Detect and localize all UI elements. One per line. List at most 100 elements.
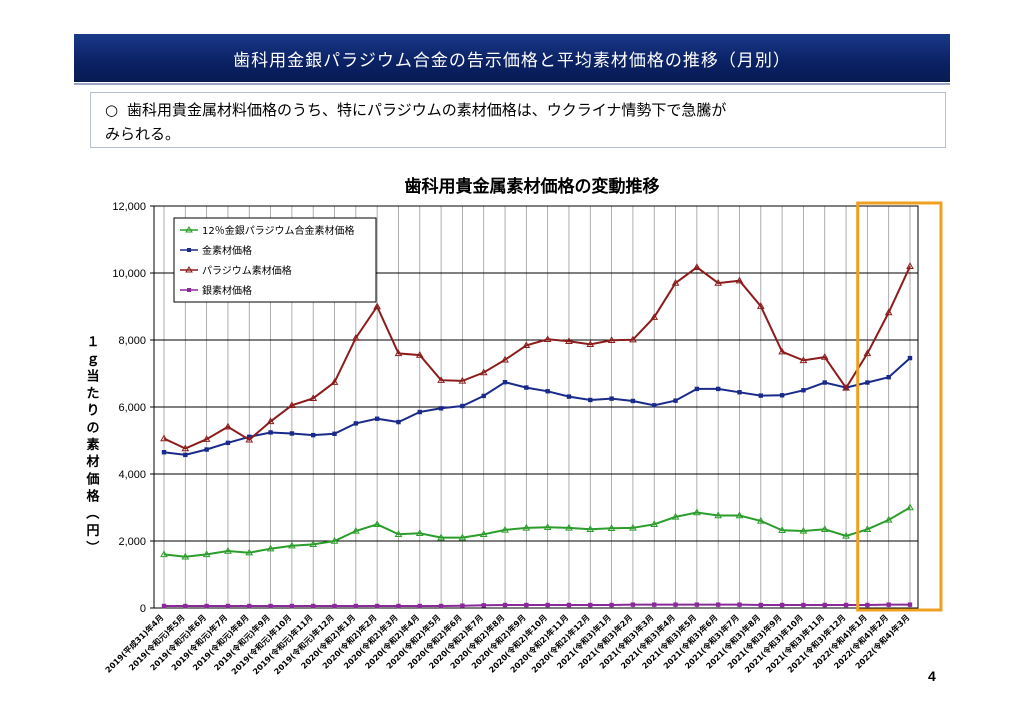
y-axis-label-char: 素 <box>86 437 99 453</box>
y-axis-label-char: ） <box>84 540 100 553</box>
data-point <box>588 397 593 403</box>
data-point <box>779 393 785 398</box>
series-1 <box>161 355 913 458</box>
data-point <box>353 603 359 609</box>
data-point <box>415 529 424 536</box>
page-header: 歯科用金銀パラジウム合金の告示価格と平均素材価格の推移（月別） <box>74 34 950 85</box>
data-point <box>415 351 424 358</box>
data-point <box>309 394 318 401</box>
header-title: 歯科用金銀パラジウム合金の告示価格と平均素材価格の推移（月別） <box>233 50 791 71</box>
y-tick-label: 4,000 <box>118 469 146 481</box>
y-axis-label-char: り <box>86 404 99 419</box>
data-point <box>479 530 488 537</box>
note-line-2: みられる。 <box>105 125 181 143</box>
data-point <box>799 526 808 534</box>
data-point <box>735 276 744 284</box>
data-point <box>183 452 188 458</box>
data-point <box>438 406 444 411</box>
data-point <box>607 336 616 344</box>
data-point <box>332 603 337 609</box>
data-point <box>865 602 870 608</box>
y-tick-label: 10,000 <box>112 268 146 280</box>
data-point <box>566 602 572 608</box>
data-point <box>437 533 445 541</box>
data-point <box>630 602 636 607</box>
data-point <box>268 430 273 435</box>
data-point <box>288 541 296 549</box>
data-point <box>778 526 786 533</box>
data-point <box>437 376 445 383</box>
data-point <box>692 508 701 516</box>
data-point <box>843 602 849 608</box>
data-point <box>330 536 339 544</box>
data-point <box>609 396 614 401</box>
data-point <box>842 383 850 391</box>
data-point <box>481 603 486 608</box>
data-point <box>822 602 827 608</box>
data-point <box>183 603 188 609</box>
data-point <box>907 355 913 361</box>
data-point <box>160 434 168 442</box>
series-line <box>163 506 911 558</box>
legend-label: 銀素材価格 <box>202 284 252 297</box>
data-point <box>671 279 680 286</box>
data-point <box>417 603 422 609</box>
y-axis-label-char: 価 <box>85 471 99 487</box>
data-point <box>266 417 275 425</box>
data-point <box>396 603 401 609</box>
data-point <box>758 393 763 398</box>
series-0 <box>160 503 914 560</box>
data-point <box>289 603 295 609</box>
data-point <box>353 421 359 426</box>
data-point <box>374 603 380 609</box>
data-point <box>735 511 744 519</box>
data-point <box>479 368 488 376</box>
series-2 <box>160 262 914 452</box>
y-axis-label-char: 格 <box>86 489 100 505</box>
data-point <box>756 516 765 524</box>
data-point <box>245 548 254 556</box>
data-point <box>373 302 382 310</box>
data-point <box>820 353 829 360</box>
data-point <box>565 523 573 531</box>
y-axis-label-char: た <box>86 387 99 402</box>
data-point <box>288 401 296 409</box>
data-point <box>202 435 211 442</box>
data-point <box>394 349 403 357</box>
data-point <box>501 355 509 363</box>
data-point <box>822 380 827 385</box>
data-point <box>863 349 872 357</box>
data-point <box>202 550 211 558</box>
data-point <box>863 525 872 532</box>
data-point <box>629 335 637 343</box>
data-point <box>289 431 295 436</box>
data-point <box>779 602 785 608</box>
data-point <box>630 398 636 404</box>
data-point <box>692 263 701 271</box>
data-point <box>438 603 444 609</box>
note-line-1: 歯科用貴金属材料価格のうち、特にパラジウムの素材価格は、ウクライナ情勢下で急騰が <box>127 101 727 119</box>
data-point <box>501 525 509 533</box>
y-axis-label-char: （ <box>84 506 100 519</box>
data-point <box>629 523 637 531</box>
data-point <box>609 602 614 608</box>
data-point <box>865 380 870 385</box>
data-point <box>715 602 721 607</box>
data-point <box>543 335 552 343</box>
data-point <box>650 313 659 320</box>
data-point <box>394 530 403 537</box>
data-point <box>758 602 763 608</box>
series-line <box>163 357 911 456</box>
data-point <box>181 444 190 452</box>
series-3 <box>161 602 913 609</box>
legend-marker <box>187 248 191 252</box>
data-point <box>586 525 595 532</box>
summary-note: ○ 歯科用貴金属材料価格のうち、特にパラジウムの素材価格は、ウクライナ情勢下で急騰… <box>90 92 946 148</box>
legend-label: 金素材価格 <box>202 244 252 257</box>
data-point <box>204 603 209 609</box>
data-point <box>309 540 318 548</box>
data-point <box>886 602 891 607</box>
legend-label: パラジウム素材価格 <box>202 264 292 277</box>
data-point <box>756 302 765 309</box>
y-tick-label: 12,000 <box>112 201 146 213</box>
